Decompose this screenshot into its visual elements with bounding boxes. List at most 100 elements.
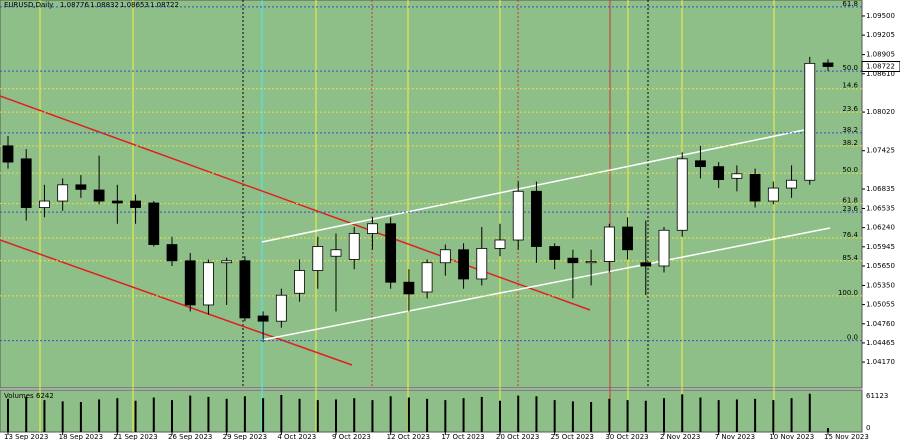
level-label: 85.4 [842,254,858,262]
candle-body [640,262,652,267]
y-tick-label: 1.08610 [866,70,895,78]
x-tick-label: 17 Oct 2023 [441,433,484,440]
y-tick-label: 1.09500 [866,12,895,20]
candle-body [512,190,524,241]
volume-tick-label: 61123 [866,392,888,400]
candle-body [713,166,725,181]
y-tick-label: 1.06240 [866,224,895,232]
x-tick-label: 30 Oct 2023 [605,433,648,440]
level-label: 23.6 [842,205,858,213]
y-tick-label: 1.06835 [866,185,895,193]
x-tick-label: 26 Sep 2023 [168,433,212,440]
y-tick-label: 1.08905 [866,51,895,59]
x-tick-label: 7 Nov 2023 [715,433,755,440]
volume-tick-label: 0 [866,424,870,432]
y-tick-label: 1.05350 [866,281,895,289]
candle-body [403,281,415,295]
candle-body [494,239,506,249]
price-pane [0,0,863,389]
level-label: 61.8 [842,197,858,205]
volume-label: Volumes [4,392,34,400]
candle-body [439,249,451,264]
candle-body [111,200,123,204]
x-tick-label: 13 Sep 2023 [4,433,48,440]
level-label: 50.0 [842,166,858,174]
x-tick-label: 9 Oct 2023 [332,433,371,440]
y-tick-label: 1.05650 [866,262,895,270]
candles [2,56,834,342]
level-label: 23.6 [842,105,858,113]
y-tick-label: 1.05945 [866,243,895,251]
x-tick-label: 18 Sep 2023 [59,433,103,440]
candle-body [822,62,834,67]
y-tick-label: 1.04760 [866,320,895,328]
price-tag-label: 1.08722 [866,62,895,70]
trend-line [261,227,831,341]
level-label: 0.0 [847,334,858,342]
candle-body [749,174,761,202]
x-tick-label: 10 Nov 2023 [769,433,814,440]
fib-levels: 61.850.014.623.638.238.250.061.823.676.4… [0,0,862,342]
y-tick-label: 1.04465 [866,339,895,347]
y-tick-label: 1.08020 [866,108,895,116]
candle-body [585,261,597,264]
trend-line [0,239,353,366]
level-label: 61.8 [842,0,858,8]
candle-body [239,260,251,319]
candle-body [767,187,779,202]
candle-body [275,294,287,322]
volume-pane [0,389,863,433]
level-label: 14.6 [842,82,858,90]
header-high: 1.08832 [90,1,119,9]
candle-body [458,249,469,280]
y-tick-label: 1.04170 [866,358,895,366]
candle-body [330,249,342,257]
candle-body [2,145,14,163]
candle-body [658,229,670,267]
candle-body [567,257,579,264]
x-tick-label: 29 Sep 2023 [223,433,267,440]
volume-current: 6242 [36,392,54,400]
candle-body [75,184,87,190]
candle-body [421,262,433,293]
candle-body [531,190,542,247]
level-label: 38.2 [842,139,858,147]
x-tick-label: 21 Sep 2023 [113,433,157,440]
candle-body [203,262,214,306]
candle-body [257,315,269,322]
candle-body [695,160,706,168]
candle-body [166,244,178,262]
candle-body [676,158,688,231]
candle-body [622,226,633,251]
header-low: 1.08653 [120,1,149,9]
y-tick-label: 1.07425 [866,147,895,155]
candle-body [148,202,160,245]
candle-body [312,246,324,271]
candle-body [184,260,196,306]
trend-line [0,95,591,311]
chart-title: EURUSD,Daily [4,1,53,9]
candle-body [804,62,816,181]
trend-line [261,129,805,243]
y-tick-label: 1.05055 [866,301,895,309]
y-tick-label: 1.09205 [866,31,895,39]
candle-body [221,260,233,264]
candle-body [731,173,743,179]
candle-body [385,223,397,283]
x-tick-label: 15 Nov 2023 [824,433,869,440]
candle-body [367,223,378,234]
level-label: 38.2 [842,126,858,134]
header-open: 1.08776 [60,1,89,9]
candle-body [549,246,561,260]
candle-body [93,189,105,202]
candle-body [20,158,32,208]
candle-body [294,270,305,294]
x-tick-label: 2 Nov 2023 [660,433,700,440]
x-tick-label: 4 Oct 2023 [277,433,316,440]
candle-body [786,179,797,189]
level-label: 50.0 [842,64,858,72]
candle-body [57,184,69,202]
level-label: 100.0 [838,289,858,297]
x-tick-label: 20 Oct 2023 [496,433,539,440]
